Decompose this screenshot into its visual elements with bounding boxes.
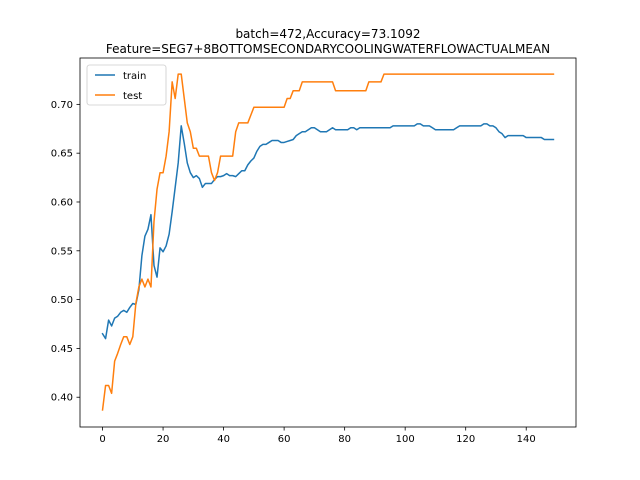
plot-frame: [79, 57, 577, 428]
y-axis: 0.40 0.45 0.50 0.55 0.60 0.65 0.70: [51, 100, 80, 404]
y-tick-label: 0.50: [51, 295, 73, 306]
y-tick-label: 0.65: [51, 149, 73, 160]
y-tick-label: 0.55: [51, 246, 73, 257]
x-tick-label: 60: [278, 434, 291, 445]
chart-title-line-1: batch=472,Accuracy=73.1092: [235, 27, 420, 41]
series-line-train: [101, 123, 555, 340]
series-layer: [101, 73, 555, 411]
legend-label-test: test: [123, 91, 142, 102]
legend: train test: [86, 64, 167, 106]
y-tick-label: 0.60: [51, 197, 73, 208]
x-tick-label: 140: [517, 434, 536, 445]
x-tick-label: 20: [157, 434, 170, 445]
chart-title-line-2: Feature=SEG7+8BOTTOMSECONDARYCOOLINGWATE…: [106, 42, 550, 56]
y-tick-label: 0.40: [51, 393, 73, 404]
x-tick-label: 120: [456, 434, 475, 445]
x-tick-label: 100: [396, 434, 415, 445]
x-tick-label: 80: [338, 434, 351, 445]
series-line-test: [101, 73, 555, 411]
x-tick-label: 0: [99, 434, 105, 445]
legend-label-train: train: [123, 71, 146, 82]
x-axis: 0 20 40 60 80 100 120 140: [99, 427, 536, 445]
x-tick-label: 40: [217, 434, 230, 445]
y-tick-label: 0.70: [51, 100, 73, 111]
y-tick-label: 0.45: [51, 344, 73, 355]
